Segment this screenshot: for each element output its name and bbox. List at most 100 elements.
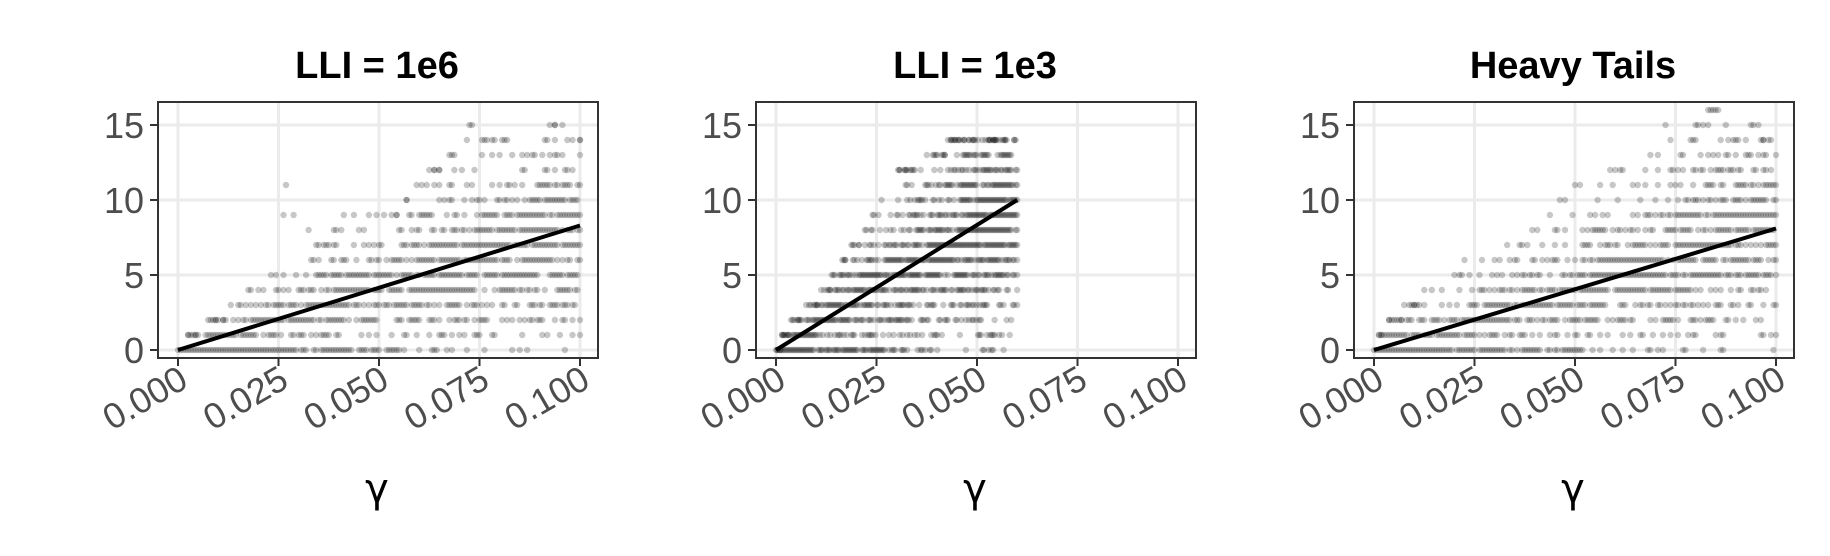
data-point (1561, 226, 1569, 234)
data-point (818, 301, 825, 309)
data-point (929, 151, 936, 159)
data-point (1772, 211, 1780, 219)
data-point (946, 226, 953, 234)
data-point (935, 196, 942, 204)
data-point (973, 301, 980, 309)
data-point (1456, 271, 1463, 279)
data-point (220, 316, 227, 324)
data-point (1008, 241, 1015, 249)
data-point (881, 346, 888, 354)
data-point (388, 211, 395, 219)
data-point (1003, 286, 1010, 294)
data-point (451, 316, 458, 324)
data-point (1519, 286, 1526, 294)
data-point (1003, 136, 1010, 144)
data-point (1005, 211, 1012, 219)
data-point (471, 226, 478, 234)
data-point (438, 241, 445, 249)
data-point (977, 211, 985, 219)
data-point (503, 271, 511, 279)
data-point (443, 256, 450, 264)
data-point (881, 286, 888, 294)
data-point (546, 271, 553, 279)
data-point (325, 316, 332, 324)
data-point (1767, 166, 1775, 174)
data-point (1008, 226, 1015, 234)
data-point (973, 196, 980, 204)
data-point (1715, 106, 1722, 114)
data-point (436, 271, 443, 279)
data-point (1755, 121, 1762, 129)
data-point (1574, 331, 1581, 339)
data-point (280, 301, 287, 309)
data-point (468, 301, 476, 309)
data-point (907, 226, 914, 234)
x-tick-label: 0.075 (1593, 357, 1692, 438)
data-point (546, 181, 553, 189)
data-point (539, 301, 546, 309)
data-point (818, 346, 825, 354)
data-point (461, 226, 468, 234)
data-point (956, 286, 964, 294)
data-point (529, 196, 536, 204)
data-point (881, 271, 888, 279)
data-point (197, 346, 204, 354)
data-point (989, 256, 997, 264)
data-point (365, 241, 373, 249)
data-point (992, 256, 1000, 264)
data-point (1385, 346, 1393, 354)
data-point (1697, 151, 1704, 159)
data-point (468, 241, 476, 249)
data-point (956, 226, 964, 234)
data-point (340, 316, 347, 324)
data-point (916, 196, 923, 204)
data-point (531, 196, 538, 204)
data-point (824, 286, 831, 294)
data-point (968, 211, 976, 219)
data-point (1589, 346, 1596, 354)
data-point (426, 241, 433, 249)
data-point (493, 211, 501, 219)
data-point (851, 331, 858, 339)
data-point (896, 301, 903, 309)
data-point (919, 286, 926, 294)
data-point (913, 271, 920, 279)
data-point (531, 241, 538, 249)
data-point (1012, 226, 1019, 234)
data-point (979, 166, 986, 174)
data-point (849, 256, 857, 264)
data-point (986, 256, 994, 264)
data-point (887, 241, 894, 249)
data-point (335, 346, 342, 354)
data-point (519, 226, 526, 234)
data-point (458, 241, 466, 249)
data-point (875, 241, 882, 249)
data-point (297, 316, 305, 324)
data-point (240, 331, 247, 339)
data-point (985, 346, 992, 354)
data-point (974, 226, 982, 234)
data-point (935, 316, 942, 324)
data-point (900, 301, 908, 309)
data-point (1008, 166, 1015, 174)
data-point (1456, 286, 1463, 294)
data-point (923, 241, 930, 249)
data-point (441, 241, 448, 249)
data-point (955, 166, 962, 174)
y-tick-label: 0 (722, 330, 742, 371)
data-point (529, 151, 536, 159)
data-point (904, 166, 911, 174)
data-point (436, 196, 443, 204)
data-point (509, 316, 516, 324)
data-point (858, 286, 866, 294)
data-point (1498, 286, 1506, 294)
data-point (1001, 196, 1009, 204)
data-point (1586, 331, 1594, 339)
data-point (1453, 301, 1461, 309)
data-point (911, 286, 918, 294)
data-point (267, 331, 275, 339)
data-point (360, 301, 368, 309)
data-point (974, 331, 982, 339)
data-point (1451, 331, 1458, 339)
data-point (569, 136, 576, 144)
